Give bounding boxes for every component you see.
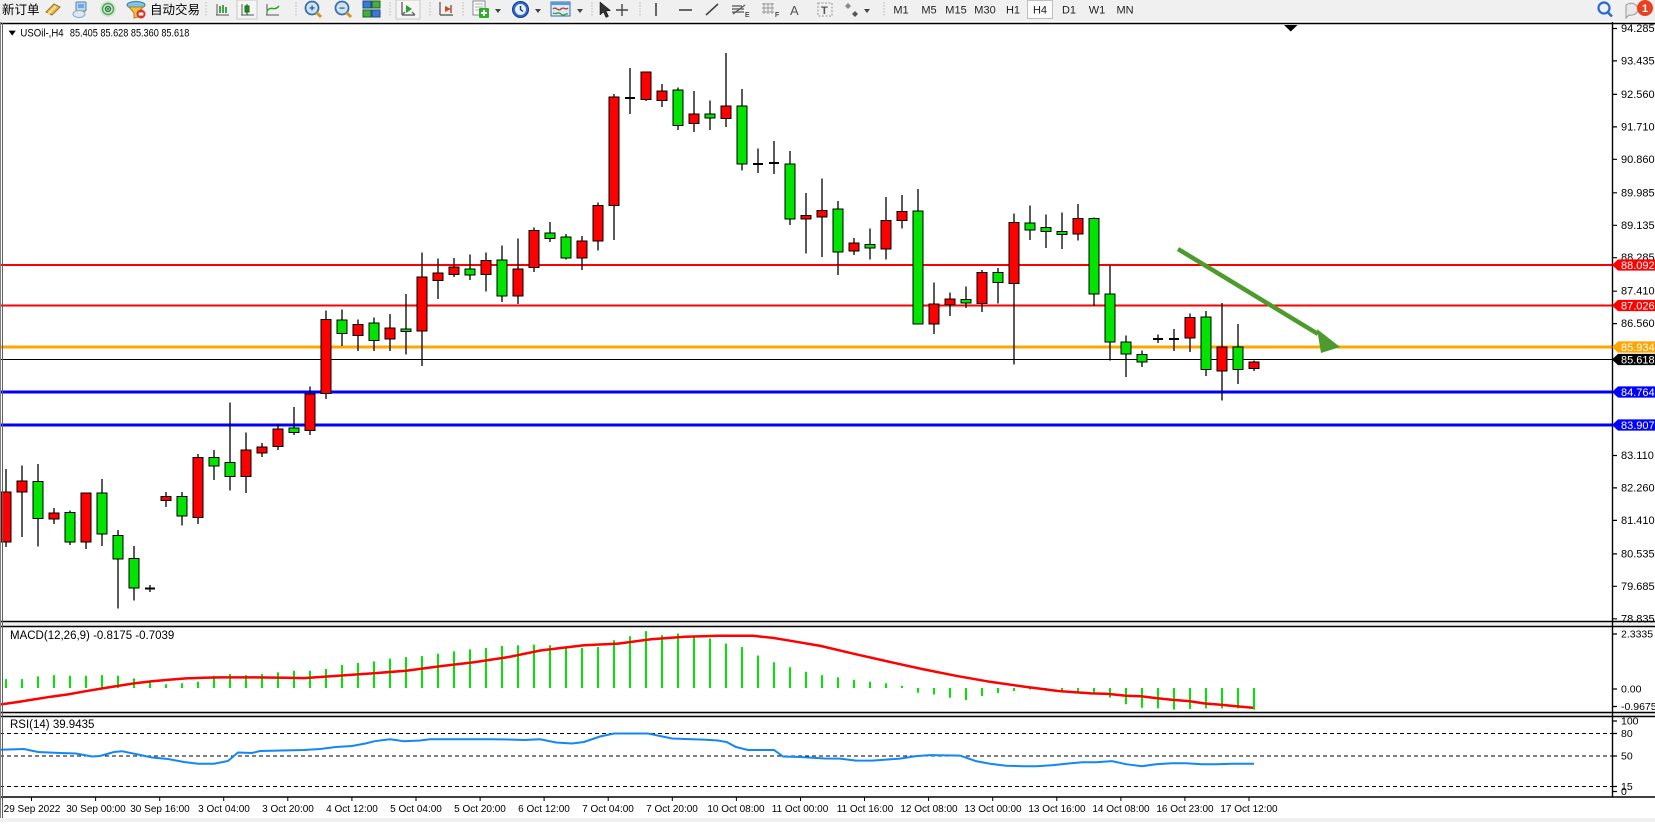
svg-text:12 Oct 08:00: 12 Oct 08:00 bbox=[900, 804, 958, 815]
svg-text:0: 0 bbox=[1621, 786, 1627, 798]
svg-text:80.535: 80.535 bbox=[1621, 548, 1655, 560]
svg-text:90.860: 90.860 bbox=[1621, 154, 1655, 166]
svg-text:+: + bbox=[309, 4, 315, 15]
svg-text:1: 1 bbox=[1642, 3, 1648, 15]
svg-text:79.685: 79.685 bbox=[1621, 581, 1655, 593]
svg-text:80: 80 bbox=[1621, 728, 1633, 740]
svg-text:94.285: 94.285 bbox=[1621, 23, 1655, 35]
svg-text:50: 50 bbox=[1621, 751, 1633, 763]
svg-text:4 Oct 12:00: 4 Oct 12:00 bbox=[326, 804, 378, 815]
svg-text:87.026: 87.026 bbox=[1621, 300, 1655, 312]
svg-text:93.435: 93.435 bbox=[1621, 55, 1655, 67]
svg-text:MACD(12,26,9) -0.8175 -0.7039: MACD(12,26,9) -0.8175 -0.7039 bbox=[10, 630, 174, 642]
svg-text:-0.9675: -0.9675 bbox=[1621, 701, 1655, 713]
svg-text:7 Oct 20:00: 7 Oct 20:00 bbox=[646, 804, 698, 815]
svg-text:M15: M15 bbox=[945, 5, 966, 17]
svg-text:15: 15 bbox=[1621, 781, 1633, 793]
svg-text:自动交易: 自动交易 bbox=[150, 2, 200, 17]
svg-text:3 Oct 20:00: 3 Oct 20:00 bbox=[262, 804, 314, 815]
svg-text:10 Oct 08:00: 10 Oct 08:00 bbox=[707, 804, 765, 815]
svg-text:0.00: 0.00 bbox=[1621, 684, 1642, 696]
svg-text:H1: H1 bbox=[1006, 5, 1020, 17]
svg-text:5 Oct 20:00: 5 Oct 20:00 bbox=[454, 804, 506, 815]
svg-text:78.835: 78.835 bbox=[1621, 613, 1655, 625]
svg-text:6 Oct 12:00: 6 Oct 12:00 bbox=[518, 804, 570, 815]
svg-text:E: E bbox=[745, 12, 750, 19]
svg-text:11 Oct 00:00: 11 Oct 00:00 bbox=[772, 804, 829, 815]
svg-text:H4: H4 bbox=[1033, 5, 1047, 17]
svg-text:D1: D1 bbox=[1062, 5, 1076, 17]
svg-text:83.907: 83.907 bbox=[1621, 420, 1655, 432]
svg-text:3 Oct 04:00: 3 Oct 04:00 bbox=[198, 804, 250, 815]
svg-text:13 Oct 16:00: 13 Oct 16:00 bbox=[1028, 804, 1086, 815]
svg-text:M5: M5 bbox=[921, 5, 936, 17]
svg-text:2.3335: 2.3335 bbox=[1621, 629, 1653, 641]
svg-text:16 Oct 23:00: 16 Oct 23:00 bbox=[1156, 804, 1214, 815]
svg-text:F: F bbox=[775, 12, 779, 19]
svg-text:11 Oct 16:00: 11 Oct 16:00 bbox=[837, 804, 894, 815]
svg-text:29 Sep 2022: 29 Sep 2022 bbox=[4, 804, 61, 815]
svg-text:84.764: 84.764 bbox=[1621, 387, 1655, 399]
svg-text:−: − bbox=[339, 4, 345, 15]
svg-text:14 Oct 08:00: 14 Oct 08:00 bbox=[1092, 804, 1150, 815]
svg-text:新订单: 新订单 bbox=[2, 2, 40, 17]
svg-text:17 Oct 12:00: 17 Oct 12:00 bbox=[1220, 804, 1278, 815]
svg-text:13 Oct 00:00: 13 Oct 00:00 bbox=[964, 804, 1022, 815]
svg-text:88.092: 88.092 bbox=[1621, 260, 1655, 272]
svg-text:M1: M1 bbox=[893, 5, 908, 17]
svg-text:85.618: 85.618 bbox=[1621, 354, 1655, 366]
svg-text:30 Sep 16:00: 30 Sep 16:00 bbox=[130, 804, 190, 815]
svg-text:91.710: 91.710 bbox=[1621, 121, 1655, 133]
svg-text:85.405 85.628 85.360 85.618: 85.405 85.628 85.360 85.618 bbox=[70, 28, 189, 40]
svg-text:W1: W1 bbox=[1089, 5, 1106, 17]
svg-text:MN: MN bbox=[1116, 5, 1133, 17]
svg-text:T: T bbox=[821, 5, 828, 17]
svg-text:85.934: 85.934 bbox=[1621, 342, 1655, 354]
svg-text:89.135: 89.135 bbox=[1621, 220, 1655, 232]
svg-text:USOil-,H4: USOil-,H4 bbox=[20, 28, 63, 40]
svg-text:82.260: 82.260 bbox=[1621, 482, 1655, 494]
svg-text:7 Oct 04:00: 7 Oct 04:00 bbox=[582, 804, 634, 815]
svg-text:92.560: 92.560 bbox=[1621, 89, 1655, 101]
svg-text:30 Sep 00:00: 30 Sep 00:00 bbox=[66, 804, 126, 815]
svg-text:81.410: 81.410 bbox=[1621, 515, 1655, 527]
svg-text:RSI(14) 39.9435: RSI(14) 39.9435 bbox=[10, 719, 94, 731]
svg-text:89.985: 89.985 bbox=[1621, 187, 1655, 199]
svg-text:M30: M30 bbox=[974, 5, 995, 17]
svg-text:5 Oct 04:00: 5 Oct 04:00 bbox=[390, 804, 442, 815]
svg-text:100: 100 bbox=[1621, 716, 1639, 728]
svg-text:86.560: 86.560 bbox=[1621, 318, 1655, 330]
svg-text:A: A bbox=[790, 3, 799, 18]
svg-text:87.410: 87.410 bbox=[1621, 286, 1655, 298]
svg-text:83.110: 83.110 bbox=[1621, 450, 1654, 462]
